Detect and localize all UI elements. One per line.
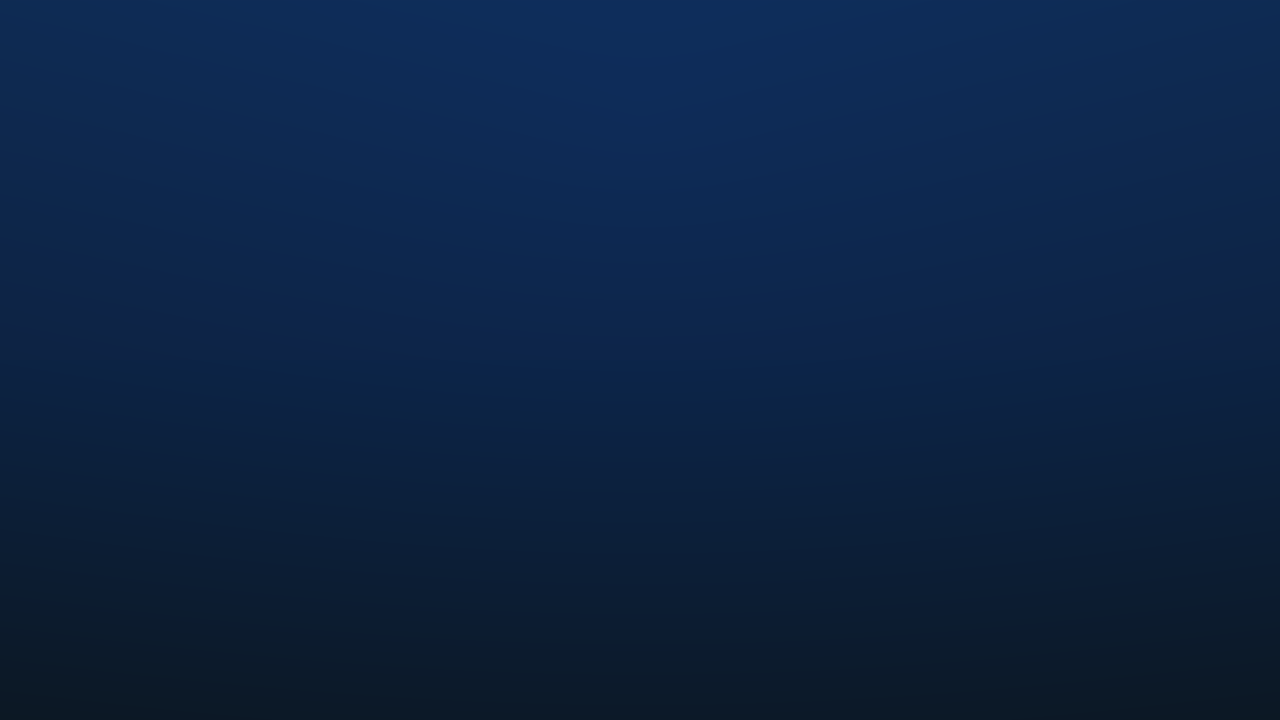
Text: 6.30%: 6.30% xyxy=(695,480,762,500)
FancyBboxPatch shape xyxy=(666,404,791,462)
Text: 6.50%: 6.50% xyxy=(695,365,762,384)
Text: 6.30%: 6.30% xyxy=(566,423,632,443)
Text: 5.95%: 5.95% xyxy=(835,423,901,443)
FancyBboxPatch shape xyxy=(531,211,666,288)
FancyBboxPatch shape xyxy=(791,519,945,577)
FancyBboxPatch shape xyxy=(531,346,666,404)
Text: 6.40%: 6.40% xyxy=(421,307,488,327)
Text: 6.10%: 6.10% xyxy=(421,423,488,443)
Text: 5.85%: 5.85% xyxy=(835,480,901,500)
Text: Average of
All 4: Average of All 4 xyxy=(957,227,1084,272)
FancyBboxPatch shape xyxy=(234,211,379,288)
Text: 5.98%: 5.98% xyxy=(984,538,1057,558)
Text: 6.25%: 6.25% xyxy=(835,307,901,327)
Text: 6.10%: 6.10% xyxy=(835,365,901,384)
Text: 6.20%: 6.20% xyxy=(421,365,488,384)
FancyBboxPatch shape xyxy=(945,211,1097,288)
FancyBboxPatch shape xyxy=(666,462,791,519)
FancyBboxPatch shape xyxy=(160,614,1152,641)
Text: 6.70%: 6.70% xyxy=(695,307,762,327)
FancyBboxPatch shape xyxy=(791,288,945,346)
FancyBboxPatch shape xyxy=(234,288,379,346)
Text: 5.90%: 5.90% xyxy=(566,538,632,558)
Text: 6.40%: 6.40% xyxy=(566,365,632,384)
FancyBboxPatch shape xyxy=(791,346,945,404)
FancyBboxPatch shape xyxy=(791,404,945,462)
FancyBboxPatch shape xyxy=(791,211,945,288)
Text: 2025 Q3: 2025 Q3 xyxy=(255,480,358,500)
FancyBboxPatch shape xyxy=(945,288,1097,346)
FancyBboxPatch shape xyxy=(379,519,531,577)
Text: 6.19%: 6.19% xyxy=(984,423,1057,443)
Text: 2025 Q2: 2025 Q2 xyxy=(255,423,358,443)
FancyBboxPatch shape xyxy=(234,211,1097,577)
FancyBboxPatch shape xyxy=(379,211,531,288)
Text: Quarter: Quarter xyxy=(261,240,352,259)
FancyBboxPatch shape xyxy=(234,404,379,462)
FancyBboxPatch shape xyxy=(945,346,1097,404)
FancyBboxPatch shape xyxy=(379,288,531,346)
Text: 6.40%: 6.40% xyxy=(695,423,762,443)
FancyBboxPatch shape xyxy=(666,346,791,404)
FancyBboxPatch shape xyxy=(379,462,531,519)
FancyBboxPatch shape xyxy=(666,519,791,577)
FancyBboxPatch shape xyxy=(945,519,1097,577)
FancyBboxPatch shape xyxy=(531,404,666,462)
FancyBboxPatch shape xyxy=(379,346,531,404)
Text: 2025 Q1: 2025 Q1 xyxy=(255,365,358,384)
FancyBboxPatch shape xyxy=(945,404,1097,462)
FancyBboxPatch shape xyxy=(531,519,666,577)
FancyBboxPatch shape xyxy=(234,462,379,519)
FancyBboxPatch shape xyxy=(531,288,666,346)
FancyBboxPatch shape xyxy=(666,211,791,288)
Text: 6.50%: 6.50% xyxy=(566,307,632,327)
Text: 6.30%: 6.30% xyxy=(695,538,762,558)
Text: 6.06%: 6.06% xyxy=(984,480,1057,500)
Text: 5.90%: 5.90% xyxy=(421,538,488,558)
FancyBboxPatch shape xyxy=(234,346,379,404)
Text: 2025 Q4: 2025 Q4 xyxy=(255,538,358,558)
Text: Mortgage Rate Projections: Mortgage Rate Projections xyxy=(234,122,988,171)
Text: 6.10%: 6.10% xyxy=(566,480,632,500)
FancyBboxPatch shape xyxy=(531,462,666,519)
Text: NAR: NAR xyxy=(704,240,754,259)
Text: 2024 Q4: 2024 Q4 xyxy=(255,307,358,327)
Text: Fannie Mae: Fannie Mae xyxy=(388,240,522,259)
FancyBboxPatch shape xyxy=(379,404,531,462)
Text: 6.00%: 6.00% xyxy=(421,480,488,500)
FancyBboxPatch shape xyxy=(945,462,1097,519)
Text: MBA: MBA xyxy=(572,240,625,259)
Text: 5.80%: 5.80% xyxy=(835,538,901,558)
FancyBboxPatch shape xyxy=(666,288,791,346)
FancyBboxPatch shape xyxy=(234,519,379,577)
FancyBboxPatch shape xyxy=(791,462,945,519)
Text: Wells Fargo: Wells Fargo xyxy=(799,240,937,259)
Text: As of 8/27/2024: As of 8/27/2024 xyxy=(234,156,411,176)
Text: 6.30%: 6.30% xyxy=(984,365,1057,384)
Text: 6.46%: 6.46% xyxy=(984,307,1057,327)
